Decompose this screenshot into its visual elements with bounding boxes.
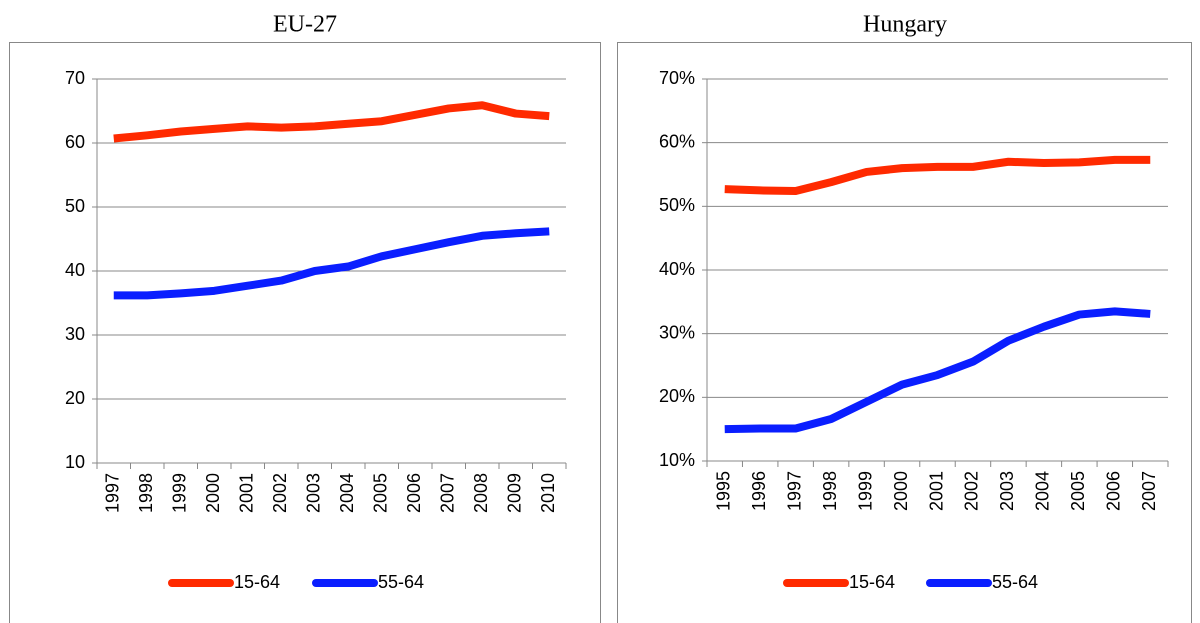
x-tick-label: 1998 (136, 473, 156, 513)
y-tick-label: 20 (65, 388, 85, 408)
y-tick-label: 30 (65, 324, 85, 344)
x-tick-label: 2005 (371, 473, 391, 513)
x-tick-label: 1996 (749, 471, 769, 511)
x-tick-label: 2003 (997, 471, 1017, 511)
x-tick-label: 2000 (203, 473, 223, 513)
y-tick-label: 50% (659, 195, 695, 215)
legend-label: 15-64 (849, 572, 895, 592)
y-tick-label: 20% (659, 386, 695, 406)
x-tick-label: 2007 (438, 473, 458, 513)
x-tick-label: 2004 (1033, 471, 1053, 511)
x-tick-label: 1995 (713, 471, 733, 511)
y-tick-label: 10 (65, 452, 85, 472)
series-line (724, 155, 1151, 196)
x-tick-label: 2006 (1104, 471, 1124, 511)
x-tick-label: 1998 (820, 471, 840, 511)
legend-label: 55-64 (992, 572, 1038, 592)
y-tick-label: 60% (659, 131, 695, 151)
y-tick-label: 70 (65, 68, 85, 88)
y-tick-label: 40 (65, 260, 85, 280)
x-tick-label: 1997 (784, 471, 804, 511)
x-tick-label: 2006 (404, 473, 424, 513)
legend-label: 15-64 (234, 572, 280, 592)
x-tick-label: 1999 (855, 471, 875, 511)
x-tick-label: 2010 (538, 473, 558, 513)
legend-label: 55-64 (378, 572, 424, 592)
series-line (724, 307, 1151, 434)
x-tick-label: 2009 (505, 473, 525, 513)
x-tick-label: 2005 (1068, 471, 1088, 511)
y-tick-label: 30% (659, 322, 695, 342)
x-tick-label: 2003 (304, 473, 324, 513)
y-tick-label: 70% (659, 68, 695, 88)
x-tick-label: 1999 (170, 473, 190, 513)
x-tick-label: 2008 (471, 473, 491, 513)
y-tick-label: 40% (659, 259, 695, 279)
chart-title: Hungary (863, 12, 947, 38)
chart-title: EU-27 (273, 12, 337, 38)
y-tick-label: 50 (65, 196, 85, 216)
series-line (113, 101, 550, 143)
panel-frame (617, 42, 1192, 623)
y-tick-label: 60 (65, 132, 85, 152)
x-tick-label: 1997 (103, 473, 123, 513)
x-tick-label: 2004 (337, 473, 357, 513)
x-tick-label: 2001 (926, 471, 946, 511)
x-tick-label: 2007 (1139, 471, 1159, 511)
x-tick-label: 2002 (962, 471, 982, 511)
panel-frame (9, 42, 601, 623)
x-tick-label: 2000 (891, 471, 911, 511)
y-tick-label: 10% (659, 450, 695, 470)
x-tick-label: 2001 (237, 473, 257, 513)
x-tick-label: 2002 (270, 473, 290, 513)
series-line (113, 227, 550, 300)
